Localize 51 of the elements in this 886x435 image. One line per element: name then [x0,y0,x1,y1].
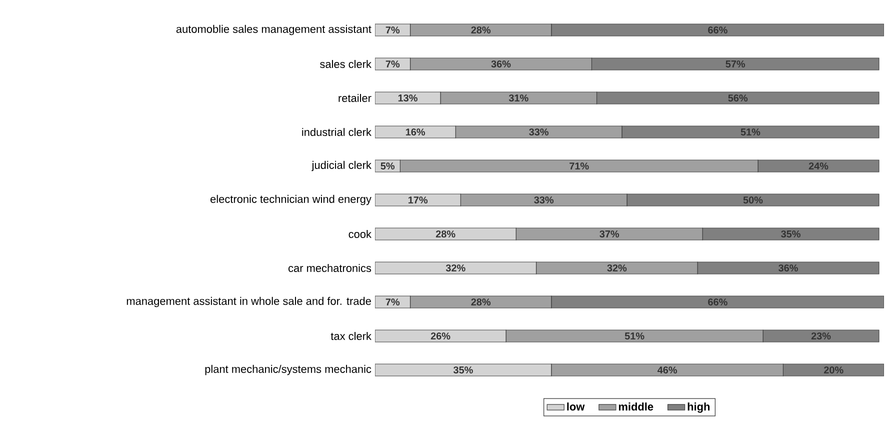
data-label: 17% [408,196,428,204]
y-tick-label: sales clerk [320,60,372,68]
data-label: 5% [380,162,395,170]
legend-label: low [567,402,585,411]
data-label: 31% [508,94,528,102]
y-tick-label: plant mechanic/systems mechanic [205,364,372,376]
bar [591,58,880,70]
y-tick-label: industrial clerk [302,128,372,136]
data-label: 51% [624,332,644,340]
y-tick-label: retailer [338,94,372,102]
y-tick-label: car mechatronics [288,264,372,272]
bar [596,92,880,104]
data-label: 51% [740,128,760,136]
data-label: 28% [471,26,491,34]
data-label: 36% [778,264,798,272]
data-label: 26% [430,332,450,340]
data-label: 71% [570,162,589,170]
data-label: 37% [600,230,620,238]
y-tick-label: automoblie sales management assistant [176,24,372,36]
data-label: 35% [781,230,800,238]
data-label: 50% [743,196,763,204]
y-tick-label: tax clerk [330,332,372,340]
data-label: 33% [529,128,548,136]
data-label: 46% [657,366,678,374]
data-label: 20% [824,366,844,374]
data-label: 23% [811,332,831,340]
data-label: 28% [471,298,491,306]
data-label: 24% [808,162,828,170]
y-tick-label: electronic technician wind energy [210,194,372,206]
y-tick-label: cook [348,230,372,238]
data-label: 16% [406,128,426,136]
data-label: 32% [446,264,466,272]
y-tick-label: management assistant in whole sale and for. trade [126,296,371,308]
data-label: 7% [386,60,400,68]
data-label: 32% [607,264,627,272]
data-label: 33% [534,196,554,204]
bar [551,296,884,308]
data-label: 7% [386,26,400,34]
data-label: 7% [386,298,400,306]
legend-label: middle [618,402,654,411]
data-label: 35% [453,366,473,374]
legend-label: high [688,402,710,413]
data-label: 66% [708,26,728,34]
data-label: 36% [491,60,511,68]
bar [551,24,884,36]
data-label: 13% [398,94,418,102]
data-label: 66% [708,298,728,306]
data-label: 57% [726,60,746,68]
data-label: 28% [436,230,456,238]
data-label: 56% [728,94,748,102]
y-tick-label: judicial clerk [312,160,372,172]
